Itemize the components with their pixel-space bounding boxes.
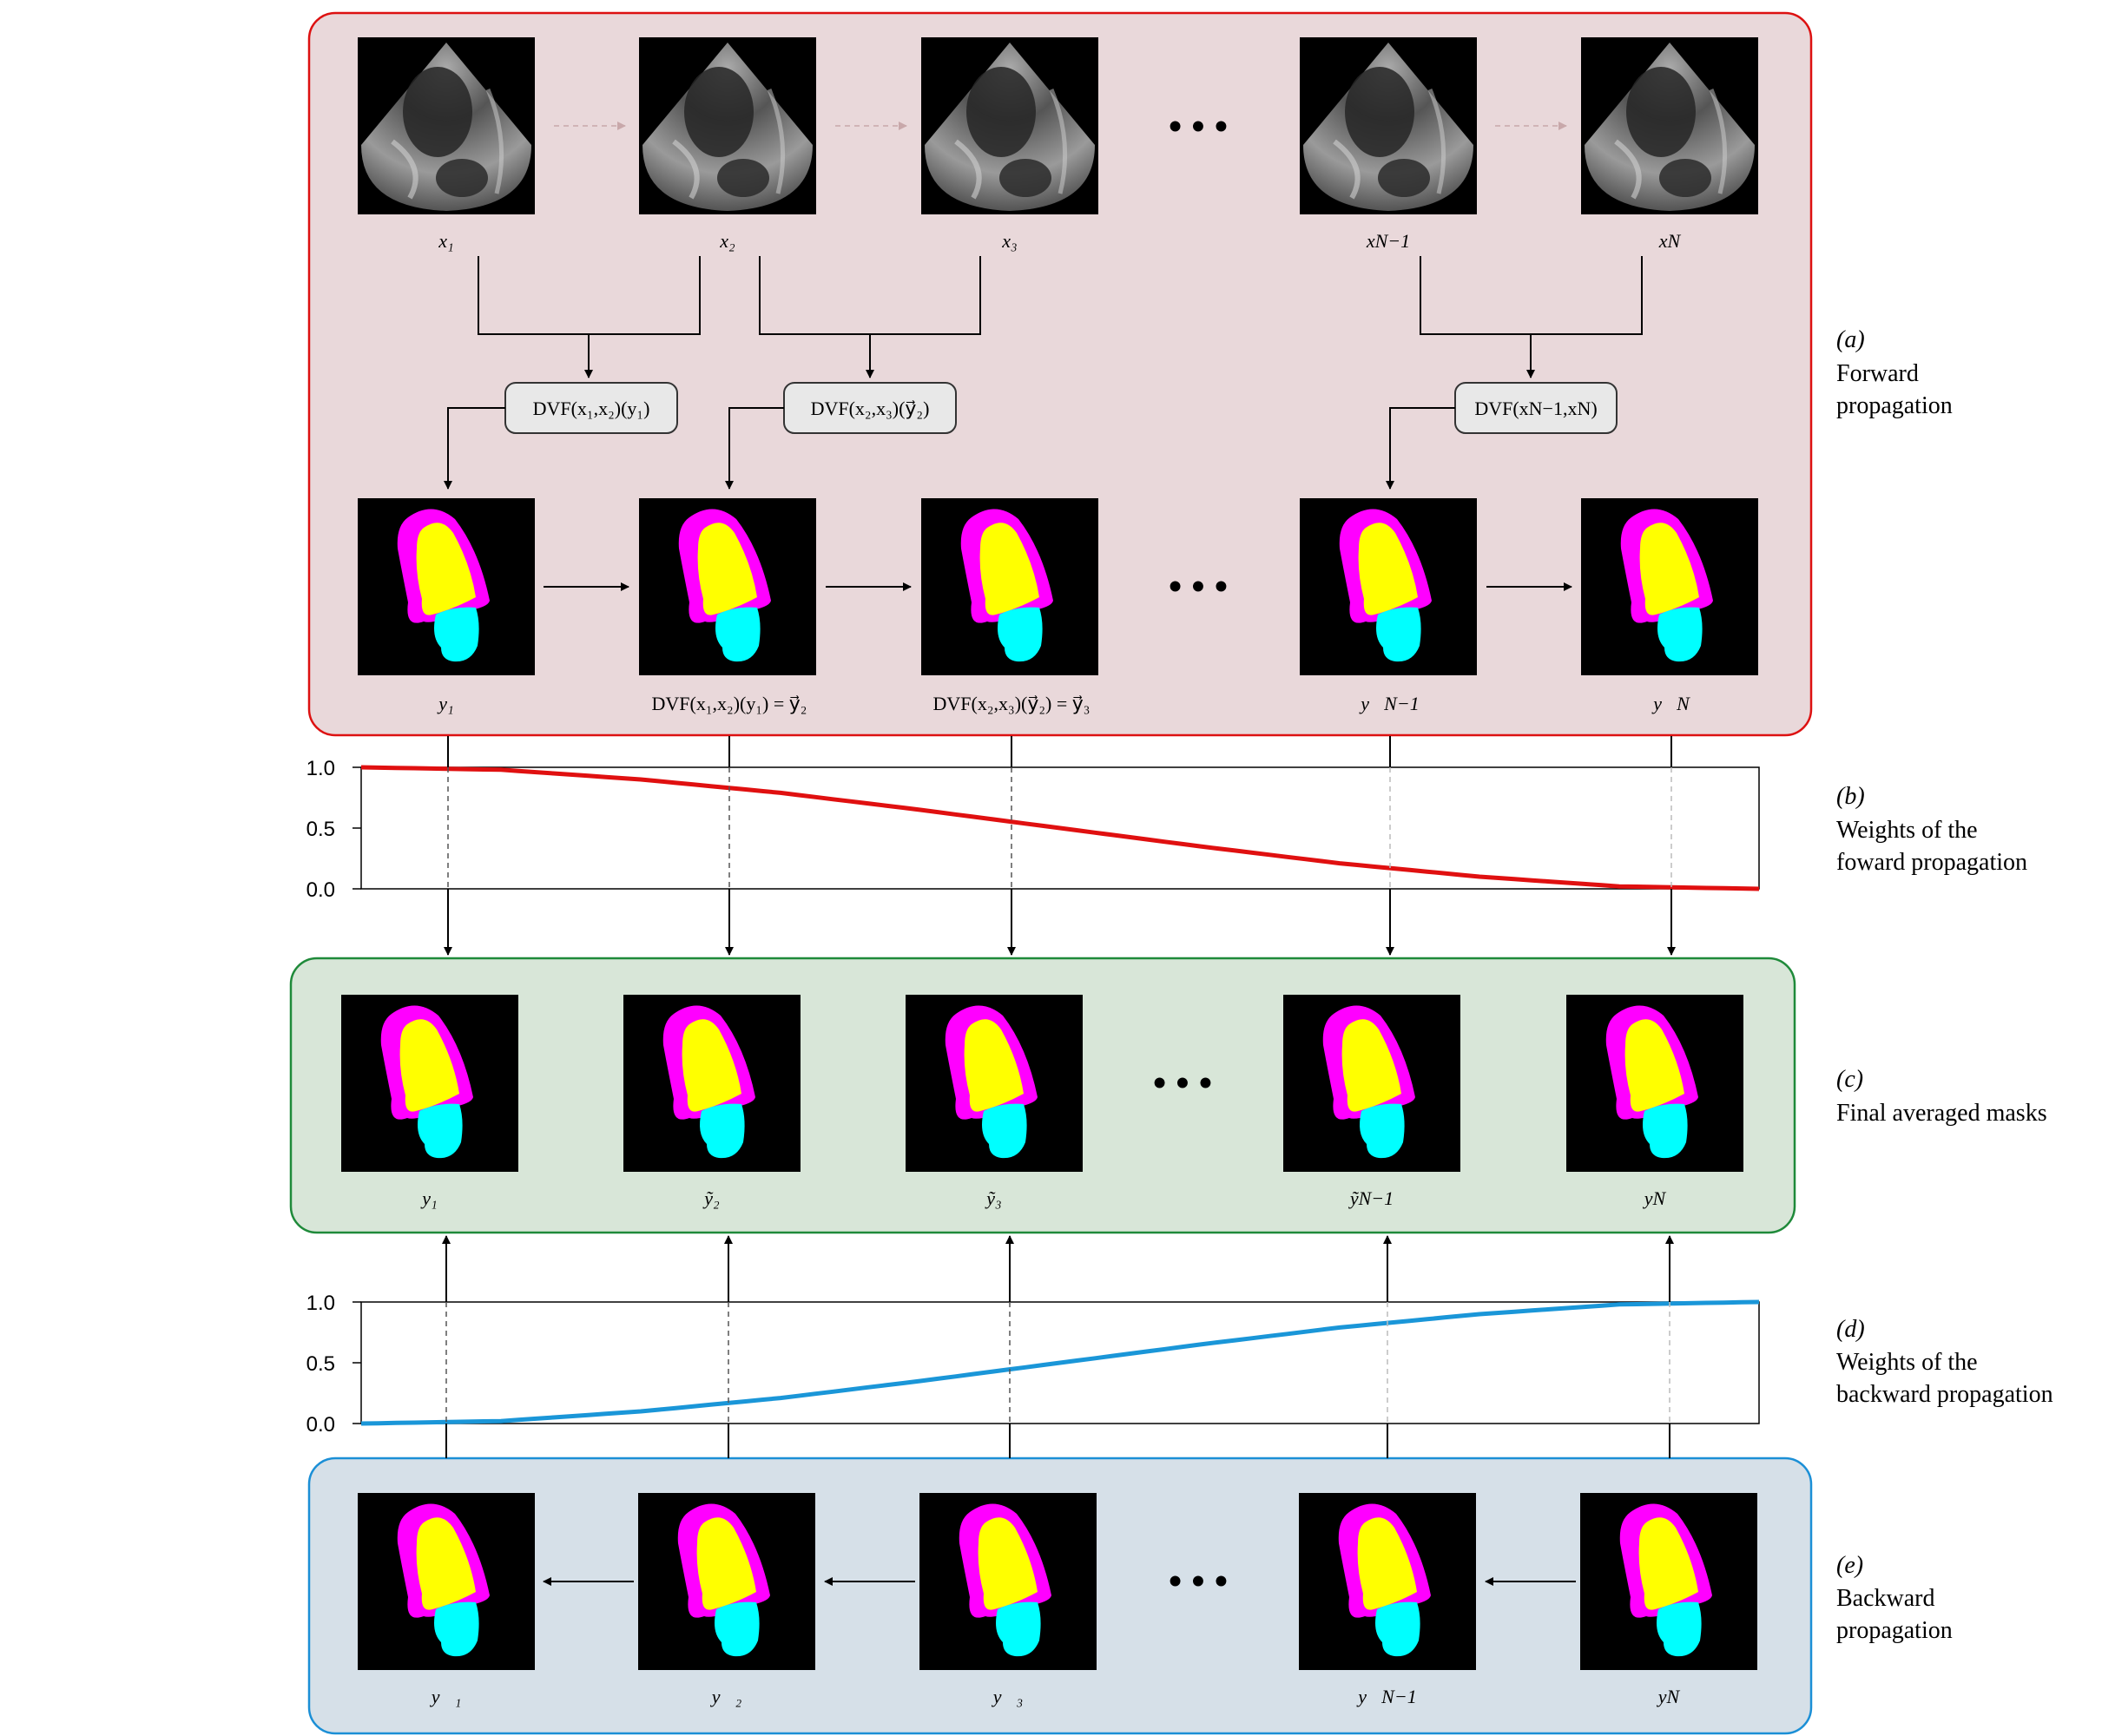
backward-mask-2 xyxy=(638,1493,815,1670)
forward-mask-label-n-1: y⃗N−1 xyxy=(1359,693,1419,714)
forward-weights-curve xyxy=(360,765,1760,891)
forward-mask-1 xyxy=(358,498,535,675)
forward-ytick-0: 0.0 xyxy=(306,878,335,902)
backward-mask-3 xyxy=(919,1493,1097,1670)
backward-mask-label-2: y⃖₂ xyxy=(710,1686,742,1707)
forward-weights-chart: 1.0 0.5 0.0 xyxy=(306,757,1760,902)
final-mask-label-n: yN xyxy=(1643,1187,1667,1209)
final-mask-1 xyxy=(341,995,518,1172)
forward-mask-label-2: DVF(x₁,x₂)(y₁) = y⃗₂ xyxy=(652,693,807,714)
backward-ytick-1: 1.0 xyxy=(306,1292,335,1315)
frame-label-x3: x₃ xyxy=(1001,230,1017,252)
forward-mask-3 xyxy=(921,498,1098,675)
backward-mask-label-1: y⃖₁ xyxy=(430,1686,462,1707)
dvf-to-mask-arrows xyxy=(444,407,1455,490)
frame-label-xn-1: xN−1 xyxy=(1366,230,1410,252)
ultrasound-frame-n xyxy=(1581,37,1758,214)
frame-label-xn: xN xyxy=(1658,230,1682,252)
backward-weights-curve xyxy=(360,1299,1760,1426)
final-mask-n-1 xyxy=(1283,995,1460,1172)
backward-ytick-0.5: 0.5 xyxy=(306,1352,335,1376)
forward-mask-n-1 xyxy=(1300,498,1477,675)
final-mask-label-3: ỹ₃ xyxy=(985,1187,1001,1209)
backward-mask-n xyxy=(1580,1493,1757,1670)
frame-pair-connectors xyxy=(478,256,1643,378)
ellipsis-forward-masks: • • • xyxy=(1169,565,1228,608)
forward-to-final-connectors xyxy=(444,736,1676,956)
panel-a-letter: (a) xyxy=(1836,326,1865,353)
forward-ytick-1: 1.0 xyxy=(306,757,335,780)
final-mask-3 xyxy=(906,995,1083,1172)
forward-mask-2 xyxy=(639,498,816,675)
panel-d-line1: Weights of the xyxy=(1836,1349,1978,1376)
ultrasound-frame-3 xyxy=(921,37,1098,214)
backward-to-final-connectors xyxy=(442,1235,1674,1458)
dvf-box-3-label: DVF(xN−1,xN) xyxy=(1474,398,1597,419)
final-mask-label-1: y₁ xyxy=(420,1187,437,1209)
frame-label-x1: x₁ xyxy=(438,230,453,252)
final-mask-label-n-1: ỹN−1 xyxy=(1348,1187,1394,1209)
panel-b-line2: foward propagation xyxy=(1836,849,2027,876)
panel-d-letter: (d) xyxy=(1836,1316,1865,1343)
panel-b-line1: Weights of the xyxy=(1836,817,1978,844)
forward-mask-n xyxy=(1581,498,1758,675)
backward-mask-label-n-1: y⃖N−1 xyxy=(1356,1686,1416,1707)
ellipsis-final-masks: • • • xyxy=(1153,1062,1212,1104)
ellipsis-frames: • • • xyxy=(1169,105,1228,148)
panel-b-letter: (b) xyxy=(1836,783,1865,810)
forward-mask-label-n: y⃗N xyxy=(1651,693,1690,714)
panel-c-letter: (c) xyxy=(1836,1066,1863,1093)
backward-weights-chart: 1.0 0.5 0.0 xyxy=(306,1292,1760,1437)
panel-c-line1: Final averaged masks xyxy=(1836,1100,2047,1127)
panel-e-line2: propagation xyxy=(1836,1617,1953,1644)
forward-ytick-0.5: 0.5 xyxy=(306,818,335,841)
frame-label-x2: x₂ xyxy=(719,230,735,252)
forward-mask-label-3: DVF(x₂,x₃)(y⃗₂) = y⃗₃ xyxy=(933,693,1091,714)
ellipsis-backward-masks: • • • xyxy=(1169,1560,1228,1602)
backward-ytick-0: 0.0 xyxy=(306,1413,335,1437)
final-mask-label-2: ỹ₂ xyxy=(702,1187,720,1209)
ultrasound-frame-2 xyxy=(639,37,816,214)
dvf-box-2-label: DVF(x₂,x₃)(y⃗₂) xyxy=(811,398,930,419)
panel-e-letter: (e) xyxy=(1836,1552,1863,1579)
ultrasound-frame-1 xyxy=(358,37,535,214)
dvf-box-1-label: DVF(x₁,x₂)(y₁) xyxy=(533,398,650,419)
backward-mask-label-n: yN xyxy=(1657,1686,1681,1707)
backward-mask-1 xyxy=(358,1493,535,1670)
panel-e-line1: Backward xyxy=(1836,1585,1935,1612)
forward-mask-label-1: y₁ xyxy=(437,693,453,714)
panel-a-line2: propagation xyxy=(1836,392,1953,419)
final-mask-n xyxy=(1566,995,1743,1172)
panel-a-line1: Forward xyxy=(1836,360,1919,387)
backward-mask-label-3: y⃖₃ xyxy=(992,1686,1024,1707)
backward-mask-n-1 xyxy=(1299,1493,1476,1670)
ultrasound-frame-n-1 xyxy=(1300,37,1477,214)
final-mask-2 xyxy=(623,995,801,1172)
panel-d-line2: backward propagation xyxy=(1836,1381,2053,1408)
